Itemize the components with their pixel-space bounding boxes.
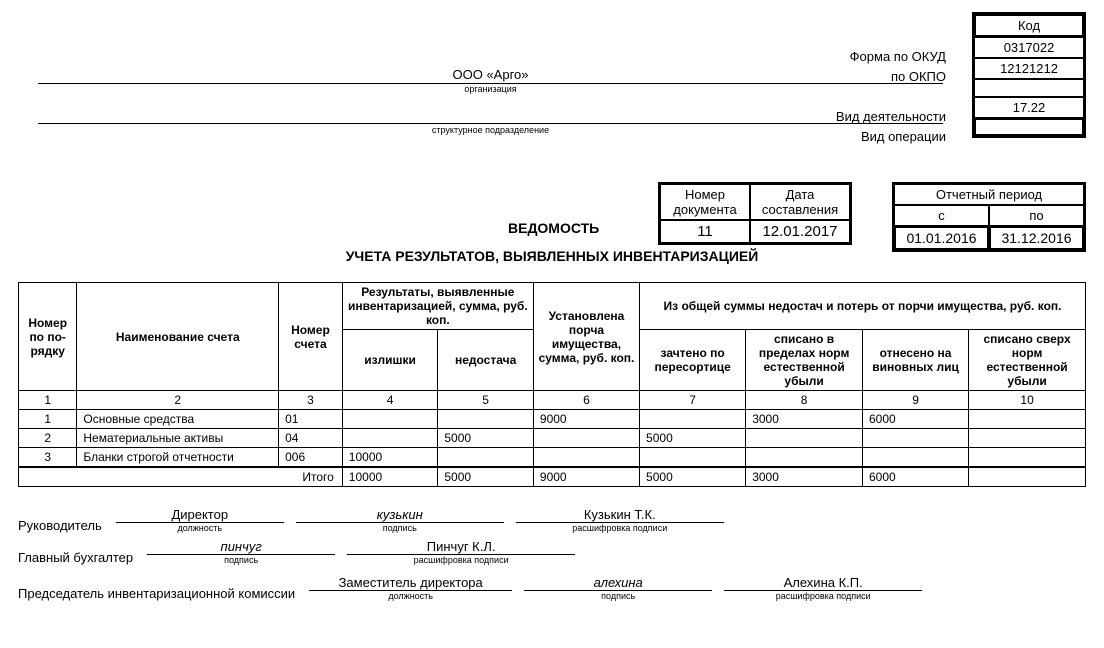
org-name: ООО «Арго» <box>38 67 943 84</box>
table-row: 1Основные средства01900030006000 <box>19 410 1086 429</box>
code-title: Код <box>974 14 1084 37</box>
total-label: Итого <box>19 467 343 487</box>
table-row: 3Бланки строгой отчетности00610000 <box>19 448 1086 468</box>
glbuh-name: Пинчуг К.Л. <box>347 539 575 555</box>
period-hdr: Отчетный период <box>894 184 1084 205</box>
hdr-g1: Результаты, выявленные инвентаризацией, … <box>342 283 533 330</box>
code-box: Код 0317022 12121212 17.22 <box>972 12 1086 138</box>
period-box: Отчетный период с по 01.01.2016 31.12.20… <box>892 182 1086 252</box>
doc-num: 11 <box>660 220 750 243</box>
activity-value: 17.22 <box>974 97 1084 118</box>
hdr-c3: Номер счета <box>279 283 343 391</box>
ruk-sign: кузькин <box>296 507 504 523</box>
doc-date-hdr: Дата составления <box>750 184 850 220</box>
pred-sign: алехина <box>524 575 712 591</box>
org-sub: организация <box>38 84 943 94</box>
org-sub2: структурное подразделение <box>38 125 943 135</box>
pred-pos: Заместитель директора <box>309 575 512 591</box>
signatures: Руководитель Директор должность кузькин … <box>18 507 1086 601</box>
okpo-value: 12121212 <box>974 58 1084 79</box>
hdr-c10: списано сверх норм естественной убыли <box>969 330 1086 391</box>
period-from: 01.01.2016 <box>894 226 989 250</box>
doc-title-1: ВЕДОМОСТЬ <box>508 220 599 236</box>
doc-num-hdr: Номер документа <box>660 184 750 220</box>
table-row: 2Нематериальные активы0450005000 <box>19 429 1086 448</box>
ruk-name: Кузькин Т.К. <box>516 507 724 523</box>
org-subdivision-line <box>38 110 943 124</box>
hdr-c6: Установлена порча имущества, сумма, руб.… <box>533 283 639 391</box>
hdr-c1: Номер по по-рядку <box>19 283 77 391</box>
header-area: Код 0317022 12121212 17.22 Форма по ОКУД… <box>18 12 1086 172</box>
glbuh-label: Главный бухгалтер <box>18 550 141 565</box>
pred-name: Алехина К.П. <box>724 575 922 591</box>
hdr-c4: излишки <box>342 330 438 391</box>
doc-meta: Номер документа Дата составления 11 12.0… <box>18 182 1086 242</box>
main-table: Номер по по-рядку Наименование счета Ном… <box>18 282 1086 487</box>
number-row: 1 2 3 4 5 6 7 8 9 10 <box>19 391 1086 410</box>
okud-value: 0317022 <box>974 37 1084 58</box>
period-to: 31.12.2016 <box>989 226 1084 250</box>
glbuh-sign: пинчуг <box>147 539 335 555</box>
hdr-c5: недостача <box>438 330 534 391</box>
pred-label: Председатель инвентаризационной комиссии <box>18 586 303 601</box>
ruk-label: Руководитель <box>18 518 110 533</box>
hdr-c9: отнесено на виновных лиц <box>862 330 968 391</box>
doc-date: 12.01.2017 <box>750 220 850 243</box>
operation-value <box>974 118 1084 136</box>
hdr-c7: зачтено по пересортице <box>640 330 746 391</box>
ruk-pos: Директор <box>116 507 284 523</box>
total-row: Итого 10000 5000 9000 5000 3000 6000 <box>19 467 1086 487</box>
hdr-c2: Наименование счета <box>77 283 279 391</box>
period-to-hdr: по <box>989 205 1084 226</box>
period-from-hdr: с <box>894 205 989 226</box>
doc-num-box: Номер документа Дата составления 11 12.0… <box>658 182 852 245</box>
hdr-g2: Из общей суммы недостач и потерь от порч… <box>640 283 1086 330</box>
hdr-c8: списано в пределах норм естественной убы… <box>746 330 863 391</box>
okud-label: Форма по ОКУД <box>836 47 946 67</box>
